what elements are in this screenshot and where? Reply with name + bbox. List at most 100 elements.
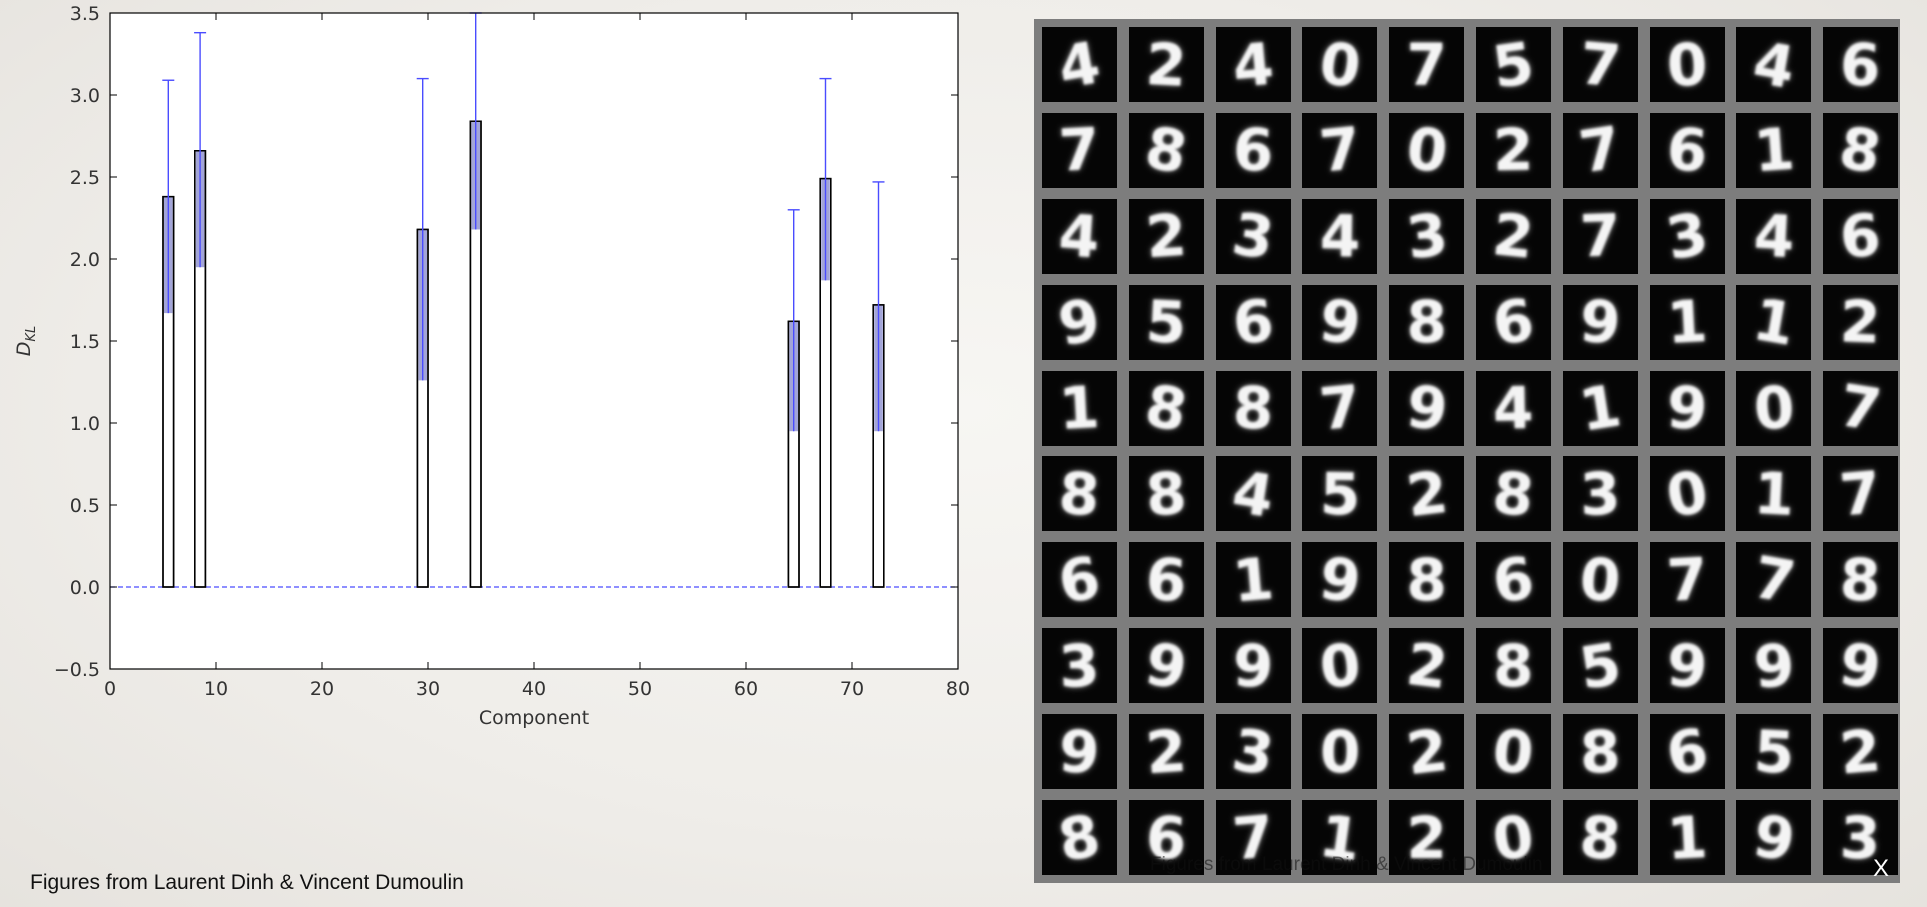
digit-glyph: 1 [1057,373,1102,444]
digit-sample-r8-c7: 6 [1649,714,1725,790]
digit-glyph: 1 [1665,802,1710,873]
digit-glyph: 3 [1661,199,1713,274]
digit-glyph: 0 [1315,28,1365,101]
y-tick-label-7: 3.0 [70,85,100,107]
caption-overlay-text: Figures from Laurent Dinh & Vincent Dumo… [1150,854,1543,875]
digit-sample-r9-c2: 7 [1215,800,1291,876]
digit-sample-r6-c7: 7 [1649,542,1725,618]
digit-glyph: 8 [1140,113,1193,188]
digit-sample-r5-c4: 2 [1389,456,1465,532]
digit-sample-r3-c8: 1 [1736,284,1812,360]
digit-glyph: 4 [1227,457,1279,531]
digit-sample-r9-c1: 6 [1128,800,1204,876]
digit-sample-r2-c8: 4 [1736,198,1812,274]
digit-sample-r5-c1: 8 [1128,456,1204,532]
digit-sample-r0-c0: 4 [1042,27,1117,102]
digit-glyph: 4 [1319,201,1361,271]
digit-sample-r9-c4: 2 [1389,800,1465,876]
digit-sample-r4-c2: 8 [1215,370,1291,446]
digit-glyph: 7 [1835,371,1886,445]
y-tick-label-1: 0.0 [70,577,100,599]
digit-sample-r8-c4: 2 [1389,714,1465,790]
x-tick-label-4: 40 [522,678,546,700]
digit-glyph: 6 [1661,714,1713,789]
digit-glyph: 9 [1664,630,1710,702]
digit-sample-r8-c1: 2 [1128,714,1204,790]
digit-glyph: 7 [1837,458,1884,530]
x-tick-label-0: 0 [104,678,116,700]
x-axis-label: Component [479,707,589,729]
digit-glyph: 1 [1751,458,1796,529]
digit-glyph: 1 [1748,285,1800,360]
digit-sample-r2-c4: 3 [1389,198,1465,274]
close-button[interactable]: X [1873,855,1890,882]
digit-glyph: 6 [1837,200,1884,272]
digit-glyph: 1 [1665,287,1710,358]
y-tick-label-8: 3.5 [70,3,100,25]
digit-sample-r2-c7: 3 [1649,198,1725,274]
digit-glyph: 3 [1057,630,1102,701]
digit-glyph: 5 [1319,459,1361,529]
digit-sample-r6-c9: 8 [1823,542,1899,618]
digit-sample-r1-c8: 1 [1736,112,1812,188]
digit-glyph: 9 [1748,800,1800,875]
digit-glyph: 8 [1406,545,1447,614]
digit-sample-r7-c3: 0 [1302,628,1378,704]
digit-sample-r2-c2: 3 [1215,198,1291,274]
y-tick-label-2: 0.5 [70,495,100,517]
digit-sample-r9-c6: 8 [1562,800,1638,876]
digit-sample-r4-c9: 7 [1823,370,1899,446]
digit-sample-r6-c6: 0 [1562,542,1638,618]
digit-glyph: 8 [1489,458,1538,530]
digit-sample-r7-c6: 5 [1562,628,1638,704]
digit-glyph: 3 [1402,200,1451,273]
digit-glyph: 0 [1319,717,1361,786]
digit-glyph: 9 [1577,286,1624,358]
digit-glyph: 4 [1056,200,1102,272]
x-tick-label-5: 50 [628,678,652,700]
digit-glyph: 7 [1316,114,1364,187]
digit-glyph: 6 [1231,115,1275,186]
digit-glyph: 7 [1748,542,1800,617]
digit-glyph: 6 [1839,29,1883,100]
digit-sample-r0-c5: 5 [1475,27,1551,102]
digit-sample-r8-c3: 0 [1302,714,1378,790]
digit-glyph: 0 [1577,544,1624,616]
digit-sample-r6-c0: 6 [1042,542,1117,618]
digit-glyph: 9 [1315,543,1365,617]
digit-sample-r4-c1: 8 [1128,370,1204,446]
digit-glyph: 8 [1143,458,1189,530]
kl-divergence-bar-chart: 0 10 20 30 40 50 60 70 80 −0.5 0.0 0.5 1.0 1.5 2.0 2.5 3… [13,3,970,729]
digit-glyph: 7 [1578,201,1622,271]
digit-sample-r7-c5: 8 [1475,628,1551,704]
digit-glyph: 0 [1402,114,1451,187]
digit-glyph: 7 [1057,115,1102,186]
digit-sample-r9-c0: 8 [1042,800,1117,876]
digit-sample-r5-c6: 3 [1562,456,1638,532]
digit-glyph: 3 [1227,199,1279,274]
y-tick-label-0: −0.5 [54,659,100,681]
x-tick-label-1: 10 [204,678,228,700]
digit-sample-r8-c2: 3 [1215,714,1291,790]
digit-glyph: 9 [1056,716,1102,787]
digit-glyph: 7 [1406,30,1447,99]
digit-sample-r1-c9: 8 [1823,112,1899,188]
digit-sample-r1-c6: 7 [1562,112,1638,188]
digit-glyph: 9 [1751,630,1797,702]
digit-glyph: 0 [1316,629,1364,702]
digit-sample-r8-c5: 0 [1475,714,1551,790]
digit-glyph: 8 [1053,800,1106,875]
digit-sample-r2-c3: 4 [1302,198,1378,274]
digit-glyph: 2 [1839,287,1883,357]
digit-sample-r2-c5: 2 [1475,198,1551,274]
digit-sample-r6-c5: 6 [1475,542,1551,618]
digit-sample-r2-c9: 6 [1823,198,1899,274]
digit-glyph: 9 [1835,628,1886,703]
digit-sample-r1-c3: 7 [1302,112,1378,188]
digit-sample-r9-c3: 1 [1302,800,1378,876]
digit-sample-r1-c7: 6 [1649,112,1725,188]
digit-glyph: 2 [1492,116,1535,185]
digit-glyph: 7 [1577,28,1624,101]
digit-glyph: 2 [1402,629,1451,702]
digit-glyph: 3 [1578,459,1622,529]
